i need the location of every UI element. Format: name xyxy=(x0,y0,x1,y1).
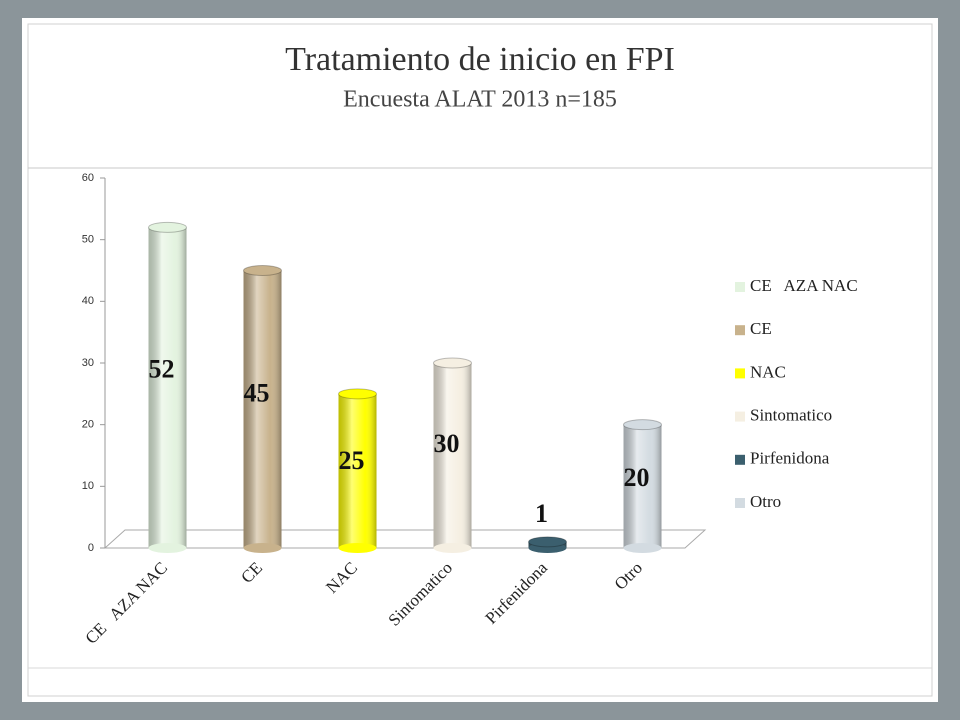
bar-shading xyxy=(338,393,377,548)
legend-label: NAC xyxy=(750,362,786,381)
bar-shading xyxy=(623,424,662,548)
data-label: 1 xyxy=(535,499,548,528)
floor xyxy=(103,529,707,549)
legend-label: CE xyxy=(750,319,772,338)
data-label: 52 xyxy=(149,355,175,384)
y-tick-label: 10 xyxy=(82,480,94,492)
bar-cap xyxy=(243,265,282,276)
y-tick-label: 50 xyxy=(82,234,94,246)
legend-swatch xyxy=(735,325,745,336)
y-tick-label: 30 xyxy=(82,357,94,369)
bar-base xyxy=(338,543,377,553)
bar-base xyxy=(433,543,472,553)
data-label: 25 xyxy=(339,446,365,475)
legend-swatch xyxy=(735,454,745,465)
legend-swatch xyxy=(735,282,745,292)
bar-shading xyxy=(433,363,472,548)
y-tick-label: 0 xyxy=(88,542,94,554)
slide-inner-border xyxy=(27,23,933,697)
bar-base xyxy=(148,543,187,553)
bar-cap xyxy=(338,388,377,400)
data-label: 20 xyxy=(624,463,650,492)
data-label: 45 xyxy=(244,378,270,407)
legend-swatch xyxy=(735,411,745,422)
bar-shading xyxy=(243,270,282,548)
legend-label: Otro xyxy=(750,492,781,511)
legend-label: Pirfenidona xyxy=(750,449,830,468)
y-tick-label: 60 xyxy=(82,172,94,184)
bar-base xyxy=(623,543,662,553)
bar-cap xyxy=(433,357,472,369)
legend-label: CE AZA NAC xyxy=(750,276,858,295)
bar-cap xyxy=(148,221,187,233)
legend-label: Sintomatico xyxy=(750,406,832,425)
y-tick-label: 40 xyxy=(82,295,94,307)
bar-cap xyxy=(528,536,567,548)
chart-subtitle: Encuesta ALAT 2013 n=185 xyxy=(343,87,617,113)
bar-cap xyxy=(623,419,662,431)
legend-swatch xyxy=(735,368,745,379)
bar-base xyxy=(243,543,282,553)
y-tick-label: 20 xyxy=(82,419,94,431)
bar-shading xyxy=(148,227,187,549)
chart-title: Tratamiento de inicio en FPI xyxy=(285,41,675,78)
legend-swatch xyxy=(735,498,745,508)
data-label: 30 xyxy=(434,429,460,458)
